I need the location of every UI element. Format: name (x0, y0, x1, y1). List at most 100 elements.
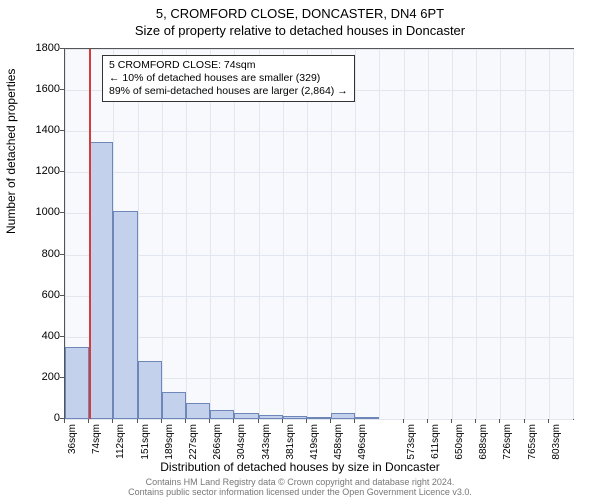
annotation-line-1: 5 CROMFORD CLOSE: 74sqm (109, 59, 348, 72)
y-tick-mark (60, 171, 64, 172)
x-tick-mark (185, 419, 186, 423)
histogram-bar (307, 417, 331, 419)
histogram-bar (355, 417, 379, 419)
y-tick-label: 1400 (30, 124, 60, 136)
x-tick-mark (64, 419, 65, 423)
x-tick-label: 266sqm (212, 424, 223, 464)
gridline-v (283, 49, 284, 419)
x-tick-mark (88, 419, 89, 423)
x-tick-label: 765sqm (527, 424, 538, 464)
x-tick-mark (282, 419, 283, 423)
gridline-v (186, 49, 187, 419)
x-tick-mark (233, 419, 234, 423)
x-tick-label: 611sqm (430, 424, 441, 464)
histogram-bar (234, 413, 258, 419)
histogram-bar (210, 410, 234, 419)
histogram-bar (283, 416, 307, 419)
x-tick-mark (403, 419, 404, 423)
annotation-line-3: 89% of semi-detached houses are larger (… (109, 85, 348, 98)
x-tick-mark (451, 419, 452, 423)
annotation-line-2: ← 10% of detached houses are smaller (32… (109, 72, 348, 85)
x-tick-mark (258, 419, 259, 423)
gridline-v (500, 49, 501, 419)
y-tick-mark (60, 89, 64, 90)
x-tick-label: 304sqm (236, 424, 247, 464)
x-tick-mark (354, 419, 355, 423)
gridline-h (65, 419, 573, 420)
x-tick-label: 189sqm (164, 424, 175, 464)
x-tick-mark (524, 419, 525, 423)
gridline-h (65, 131, 573, 132)
histogram-bar (331, 413, 355, 419)
gridline-v (210, 49, 211, 419)
x-tick-label: 381sqm (285, 424, 296, 464)
x-tick-label: 496sqm (357, 424, 368, 464)
gridline-v (331, 49, 332, 419)
histogram-bar (259, 415, 283, 419)
histogram-bar (89, 142, 113, 420)
x-tick-label: 803sqm (551, 424, 562, 464)
y-tick-label: 1800 (30, 42, 60, 54)
chart-plot-area (64, 48, 574, 420)
x-tick-label: 151sqm (140, 424, 151, 464)
gridline-v (234, 49, 235, 419)
histogram-bar (186, 403, 210, 419)
x-tick-label: 419sqm (309, 424, 320, 464)
y-tick-mark (60, 295, 64, 296)
x-tick-mark (161, 419, 162, 423)
y-tick-label: 400 (30, 330, 60, 342)
gridline-v (307, 49, 308, 419)
x-tick-label: 573sqm (406, 424, 417, 464)
x-tick-label: 74sqm (91, 424, 102, 464)
gridline-h (65, 172, 573, 173)
footer-line-2: Contains public sector information licen… (0, 488, 600, 498)
histogram-bar (138, 361, 162, 419)
x-tick-label: 688sqm (478, 424, 489, 464)
gridline-v (525, 49, 526, 419)
page-subtitle: Size of property relative to detached ho… (0, 21, 600, 38)
page-title: 5, CROMFORD CLOSE, DONCASTER, DN4 6PT (0, 0, 600, 21)
y-tick-mark (60, 130, 64, 131)
x-tick-mark (475, 419, 476, 423)
x-tick-mark (137, 419, 138, 423)
gridline-v (452, 49, 453, 419)
gridline-v (162, 49, 163, 419)
histogram-bar (162, 392, 186, 419)
gridline-v (428, 49, 429, 419)
gridline-v (573, 49, 574, 419)
y-tick-mark (60, 254, 64, 255)
x-tick-label: 36sqm (67, 424, 78, 464)
x-tick-label: 458sqm (333, 424, 344, 464)
x-tick-label: 112sqm (115, 424, 126, 464)
gridline-h (65, 337, 573, 338)
gridline-v (355, 49, 356, 419)
y-tick-mark (60, 212, 64, 213)
gridline-h (65, 213, 573, 214)
y-tick-label: 1600 (30, 83, 60, 95)
histogram-bar (65, 347, 89, 419)
x-tick-label: 343sqm (261, 424, 272, 464)
histogram-bar (113, 211, 137, 419)
gridline-v (476, 49, 477, 419)
gridline-h (65, 255, 573, 256)
gridline-h (65, 49, 573, 50)
y-axis-label: Number of detached properties (4, 69, 18, 234)
x-tick-mark (209, 419, 210, 423)
x-tick-mark (499, 419, 500, 423)
gridline-v (549, 49, 550, 419)
y-tick-mark (60, 377, 64, 378)
x-tick-mark (306, 419, 307, 423)
x-tick-mark (427, 419, 428, 423)
x-tick-label: 650sqm (454, 424, 465, 464)
footer-credits: Contains HM Land Registry data © Crown c… (0, 478, 600, 498)
y-tick-mark (60, 48, 64, 49)
y-tick-label: 1200 (30, 165, 60, 177)
gridline-v (379, 49, 380, 419)
y-tick-label: 600 (30, 289, 60, 301)
x-tick-mark (330, 419, 331, 423)
annotation-box: 5 CROMFORD CLOSE: 74sqm ← 10% of detache… (102, 55, 355, 102)
y-tick-label: 200 (30, 371, 60, 383)
x-tick-mark (112, 419, 113, 423)
gridline-v (404, 49, 405, 419)
gridline-h (65, 296, 573, 297)
